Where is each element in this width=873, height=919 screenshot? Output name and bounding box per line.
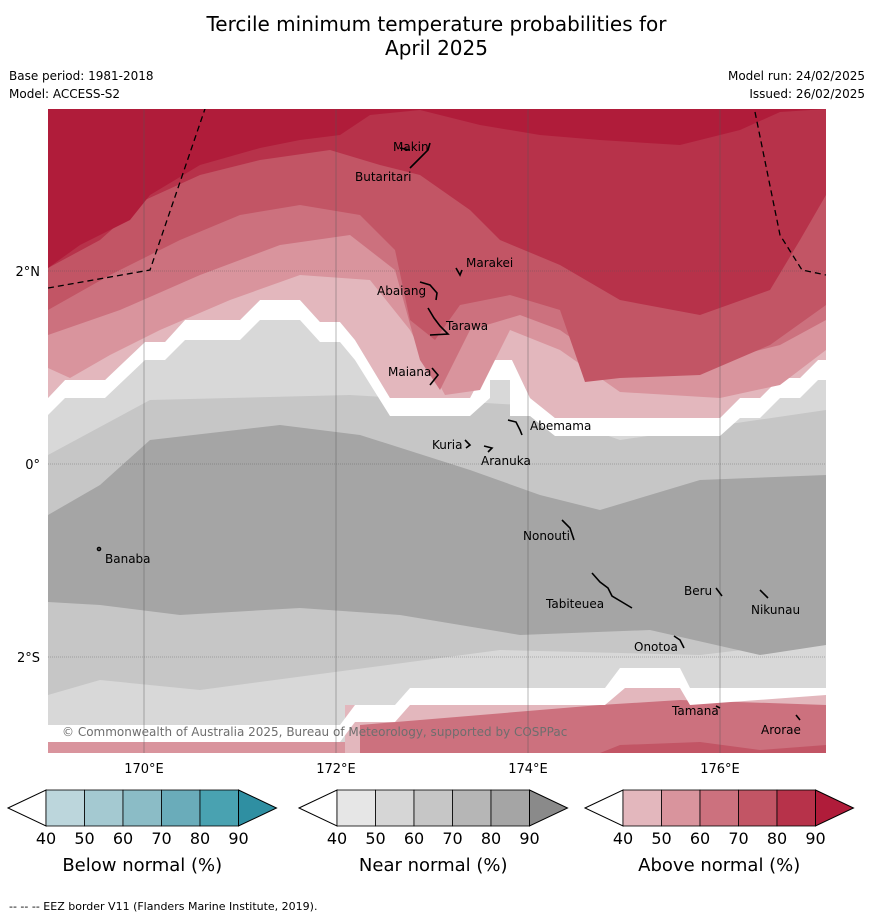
- colorbar-tick: 80: [767, 829, 787, 848]
- place-label: Maiana: [388, 365, 431, 379]
- meta-left: Base period: 1981-2018 Model: ACCESS-S2: [9, 67, 154, 103]
- above-normal-colorbar: 40 50 60 70 80 90 Above normal (%): [583, 789, 855, 876]
- colorbar-tick: 60: [690, 829, 710, 848]
- near-normal-colorbar: 40 50 60 70 80 90 Near normal (%): [297, 789, 569, 876]
- lat-label: 2°S: [17, 651, 40, 666]
- place-label: Banaba: [105, 552, 151, 566]
- place-label: Arorae: [761, 723, 801, 737]
- colorbar-segment: [122, 789, 162, 827]
- colorbar-tick: 90: [805, 829, 825, 848]
- colorbar-extend-low: [583, 789, 624, 827]
- model-run: Model run: 24/02/2025: [727, 69, 865, 83]
- place-label: Marakei: [466, 256, 513, 270]
- colorbar-extend-high: [529, 789, 569, 827]
- colorbar-segment: [336, 789, 376, 827]
- colorbar-tick: 60: [404, 829, 424, 848]
- colorbar-tick: 50: [74, 829, 94, 848]
- map-canvas: Makin Butaritari Marakei Abaiang Tarawa …: [6, 109, 855, 876]
- colorbar-tick: 50: [651, 829, 671, 848]
- place-label: Tarawa: [445, 319, 488, 333]
- colorbar-segment: [161, 789, 201, 827]
- colorbar-tick: 70: [728, 829, 748, 848]
- lon-label: 176°E: [700, 762, 740, 777]
- place-label: Tamana: [671, 704, 719, 718]
- copyright-notice: © Commonwealth of Australia 2025, Bureau…: [62, 725, 567, 739]
- colorbar-tick: 40: [36, 829, 56, 848]
- colorbar-extend-high: [238, 789, 278, 827]
- colorbar-extend-low: [6, 789, 47, 827]
- colorbar-tick: 50: [365, 829, 385, 848]
- colorbar-tick: 70: [442, 829, 462, 848]
- colorbar-segment: [776, 789, 816, 827]
- issued-date: Issued: 26/02/2025: [749, 87, 865, 101]
- colorbar-segment: [452, 789, 492, 827]
- colorbar-title: Below normal (%): [62, 855, 222, 876]
- colorbar-segment: [661, 789, 701, 827]
- colorbar-segment: [413, 789, 453, 827]
- colorbar-tick: 90: [228, 829, 248, 848]
- colorbar-extend-high: [815, 789, 855, 827]
- colorbar-title: Above normal (%): [638, 855, 800, 876]
- place-label: Abaiang: [377, 284, 426, 298]
- colorbar-tick: 90: [519, 829, 539, 848]
- colorbar-tick: 40: [327, 829, 347, 848]
- colorbar-segment: [622, 789, 662, 827]
- eez-footnote: -- -- -- EEZ border V11 (Flanders Marine…: [9, 900, 318, 913]
- colorbar-segment: [699, 789, 739, 827]
- place-label: Nonouti: [523, 529, 570, 543]
- place-label: Tabiteuea: [545, 597, 604, 611]
- colorbar-tick: 80: [481, 829, 501, 848]
- island-outlines: [96, 142, 801, 721]
- title-line-1: Tercile minimum temperature probabilitie…: [206, 12, 667, 36]
- colorbar-segment: [490, 789, 530, 827]
- colorbar-segment: [199, 789, 239, 827]
- probability-field: Makin Butaritari Marakei Abaiang Tarawa …: [48, 109, 826, 753]
- map-title: Tercile minimum temperature probabilitie…: [0, 12, 873, 60]
- place-label: Aranuka: [481, 454, 531, 468]
- colorbar-segment: [738, 789, 778, 827]
- place-label: Nikunau: [751, 603, 800, 617]
- below-normal-colorbar: 40 50 60 70 80 90 Below normal (%): [6, 789, 278, 876]
- lon-label: 174°E: [508, 762, 548, 777]
- place-label: Butaritari: [355, 170, 412, 184]
- place-labels: Makin Butaritari Marakei Abaiang Tarawa …: [105, 140, 801, 737]
- base-period: Base period: 1981-2018: [9, 69, 154, 83]
- colorbar-title: Near normal (%): [359, 855, 508, 876]
- colorbars: 40 50 60 70 80 90 Below normal (%) 40 50 60 70 80 90…: [6, 789, 855, 876]
- lon-label: 172°E: [316, 762, 356, 777]
- title-line-2: April 2025: [385, 36, 488, 60]
- colorbar-extend-low: [297, 789, 338, 827]
- colorbar-segment: [375, 789, 415, 827]
- lon-label: 170°E: [124, 762, 164, 777]
- colorbar-segment: [45, 789, 85, 827]
- colorbar-segment: [84, 789, 124, 827]
- lat-label: 2°N: [16, 265, 41, 280]
- place-label: Makin: [393, 140, 429, 154]
- axis-labels: 2°N 0° 2°S 170°E 172°E 174°E 176°E: [16, 265, 740, 777]
- place-label: Abemama: [530, 419, 591, 433]
- colorbar-tick: 70: [151, 829, 171, 848]
- colorbar-tick: 60: [113, 829, 133, 848]
- place-label: Kuria: [432, 438, 463, 452]
- model-name: Model: ACCESS-S2: [9, 87, 121, 101]
- place-label: Beru: [684, 584, 712, 598]
- meta-right: Model run: 24/02/2025 Issued: 26/02/2025: [728, 67, 865, 103]
- colorbar-tick: 80: [190, 829, 210, 848]
- place-label: Onotoa: [634, 640, 678, 654]
- eez-border: [48, 109, 826, 289]
- colorbar-tick: 40: [613, 829, 633, 848]
- lat-label: 0°: [25, 458, 40, 473]
